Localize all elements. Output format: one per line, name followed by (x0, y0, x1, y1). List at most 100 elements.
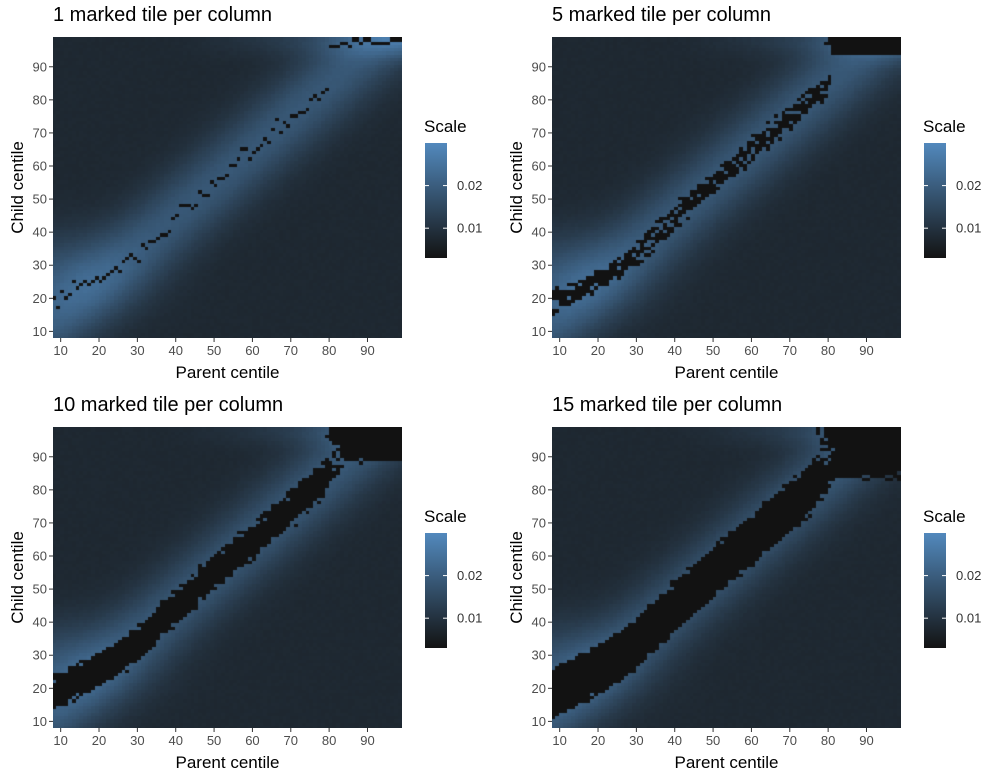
x-tick-label: 40 (168, 343, 182, 358)
legend-tick-label: 0.02 (457, 568, 482, 583)
legend-title: Scale (923, 507, 966, 526)
chart-panel-4: 15 marked tile per column 10 20 30 40 50 60 70… (499, 390, 999, 780)
legend-colorbar (425, 533, 447, 648)
x-axis-title: Parent centile (675, 363, 779, 382)
chart-axes: 10 20 30 40 50 60 70 80 90 10 20 30 40 50 60 70 80 90 Pare… (8, 59, 482, 382)
x-tick-label: 30 (130, 343, 144, 358)
y-tick-label: 10 (532, 714, 546, 729)
chart-axes: 10 20 30 40 50 60 70 80 90 10 20 30 40 50 60 70 80 90 Pare… (507, 59, 981, 382)
x-tick-label: 80 (322, 343, 336, 358)
y-tick-label: 90 (33, 59, 47, 74)
x-tick-label: 20 (92, 733, 106, 748)
heatmap-plot (53, 37, 402, 338)
x-tick-label: 30 (629, 733, 643, 748)
y-tick-label: 20 (532, 291, 546, 306)
x-tick-label: 10 (53, 343, 67, 358)
x-tick-label: 50 (706, 733, 720, 748)
legend-tick-label: 0.01 (956, 221, 981, 236)
x-tick-label: 30 (130, 733, 144, 748)
y-tick-label: 20 (33, 681, 47, 696)
y-tick-label: 90 (532, 59, 546, 74)
y-tick-label: 40 (33, 615, 47, 630)
legend-tick-label: 0.01 (457, 221, 482, 236)
y-axis-title: Child centile (8, 531, 27, 624)
x-tick-label: 40 (168, 733, 182, 748)
x-tick-label: 50 (706, 343, 720, 358)
y-tick-label: 40 (33, 225, 47, 240)
chart-title: 1 marked tile per column (53, 4, 272, 26)
x-tick-label: 70 (284, 343, 298, 358)
y-tick-label: 10 (33, 324, 47, 339)
y-tick-label: 80 (33, 92, 47, 107)
chart-panel-3: 10 marked tile per column 10 20 30 40 50 60 70… (0, 390, 500, 780)
chart-panel-1: 1 marked tile per column 10 20 30 40 50 60 70 8… (0, 0, 500, 390)
chart-title: 5 marked tile per column (552, 4, 771, 26)
x-tick-label: 10 (552, 733, 566, 748)
legend-colorbar (924, 533, 946, 648)
legend-tick-label: 0.02 (956, 568, 981, 583)
x-tick-label: 20 (92, 343, 106, 358)
y-axis-title: Child centile (8, 141, 27, 234)
y-tick-label: 70 (532, 515, 546, 530)
x-tick-label: 90 (360, 733, 374, 748)
x-axis-title: Parent centile (176, 753, 280, 772)
chart-axes: 10 20 30 40 50 60 70 80 90 10 20 30 40 50 60 70 80 90 Pare… (507, 449, 981, 772)
y-axis-title: Child centile (507, 531, 526, 624)
heatmap-plot (552, 427, 901, 728)
y-tick-label: 40 (532, 615, 546, 630)
x-tick-label: 70 (783, 343, 797, 358)
x-tick-label: 40 (667, 733, 681, 748)
y-tick-label: 80 (532, 92, 546, 107)
x-tick-label: 90 (859, 343, 873, 358)
chart-title: 10 marked tile per column (53, 394, 284, 416)
x-tick-label: 60 (245, 343, 259, 358)
y-tick-label: 30 (532, 258, 546, 273)
legend-tick-label: 0.01 (457, 611, 482, 626)
y-tick-label: 50 (33, 192, 47, 207)
y-axis-title: Child centile (507, 141, 526, 234)
legend-colorbar (924, 143, 946, 258)
y-tick-label: 10 (33, 714, 47, 729)
x-tick-label: 10 (552, 343, 566, 358)
legend-tick-label: 0.02 (457, 178, 482, 193)
y-tick-label: 10 (532, 324, 546, 339)
x-tick-label: 80 (821, 733, 835, 748)
y-tick-label: 70 (532, 125, 546, 140)
y-tick-label: 60 (532, 159, 546, 174)
y-tick-label: 60 (33, 549, 47, 564)
x-axis-title: Parent centile (176, 363, 280, 382)
x-tick-label: 60 (744, 343, 758, 358)
x-tick-label: 70 (284, 733, 298, 748)
y-tick-label: 40 (532, 225, 546, 240)
x-tick-label: 80 (322, 733, 336, 748)
x-tick-label: 20 (591, 733, 605, 748)
y-tick-label: 80 (33, 482, 47, 497)
y-tick-label: 80 (532, 482, 546, 497)
x-axis-title: Parent centile (675, 753, 779, 772)
y-tick-label: 30 (532, 648, 546, 663)
y-tick-label: 30 (33, 648, 47, 663)
x-tick-label: 90 (859, 733, 873, 748)
y-tick-label: 60 (532, 549, 546, 564)
y-tick-label: 60 (33, 159, 47, 174)
legend-colorbar (425, 143, 447, 258)
chart-title: 15 marked tile per column (552, 394, 783, 416)
x-tick-label: 40 (667, 343, 681, 358)
x-tick-label: 90 (360, 343, 374, 358)
legend-tick-label: 0.01 (956, 611, 981, 626)
y-tick-label: 20 (532, 681, 546, 696)
x-tick-label: 50 (207, 343, 221, 358)
x-tick-label: 10 (53, 733, 67, 748)
x-tick-label: 60 (245, 733, 259, 748)
chart-axes: 10 20 30 40 50 60 70 80 90 10 20 30 40 50 60 70 80 90 Pare… (8, 449, 482, 772)
y-tick-label: 90 (33, 449, 47, 464)
x-tick-label: 30 (629, 343, 643, 358)
y-tick-label: 20 (33, 291, 47, 306)
chart-panel-2: 5 marked tile per column 10 20 30 40 50 60 70 8… (499, 0, 999, 390)
y-tick-label: 90 (532, 449, 546, 464)
heatmap-plot (552, 37, 901, 338)
legend-tick-label: 0.02 (956, 178, 981, 193)
x-tick-label: 60 (744, 733, 758, 748)
x-tick-label: 70 (783, 733, 797, 748)
x-tick-label: 50 (207, 733, 221, 748)
